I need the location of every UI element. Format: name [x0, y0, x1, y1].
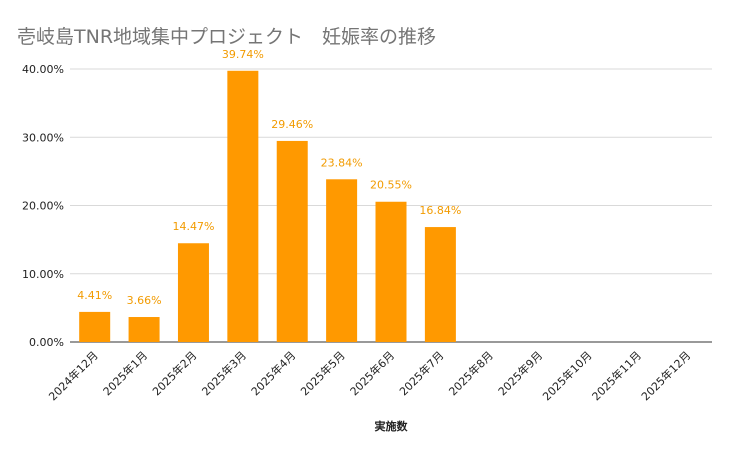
y-tick-label: 30.00%: [22, 131, 64, 144]
data-label: 23.84%: [321, 156, 363, 169]
y-tick-label: 40.00%: [22, 63, 64, 76]
bar: [326, 179, 358, 342]
x-tick-label: 2025年2月: [149, 348, 199, 398]
x-axis-title: 実施数: [375, 419, 409, 433]
x-tick-label: 2025年10月: [540, 348, 595, 403]
x-tick-label: 2025年12月: [638, 348, 693, 403]
x-tick-label: 2025年8月: [446, 348, 496, 398]
bar: [276, 140, 308, 342]
x-tick-label: 2025年1月: [100, 348, 150, 398]
bar: [79, 311, 111, 342]
data-label: 39.74%: [222, 48, 264, 61]
y-axis-ticks: 0.00% 10.00% 20.00% 30.00% 40.00%: [22, 63, 64, 349]
x-axis-ticks: 2024年12月 2025年1月 2025年2月 2025年3月 2025年4月 2025…: [46, 348, 694, 403]
bar: [128, 317, 160, 342]
bar: [375, 201, 407, 342]
data-labels: 4.41% 3.66% 14.47% 39.74% 29.46% 23.84% 20.55%…: [77, 48, 461, 307]
chart-title: 壱岐島TNR地域集中プロジェクト 妊娠率の推移: [17, 26, 437, 48]
bar: [424, 227, 456, 342]
x-tick-label: 2025年3月: [199, 348, 249, 398]
y-tick-label: 0.00%: [29, 336, 64, 349]
bar: [227, 70, 259, 342]
x-tick-label: 2025年6月: [347, 348, 397, 398]
y-tick-label: 10.00%: [22, 268, 64, 281]
data-label: 3.66%: [127, 294, 162, 307]
x-tick-label: 2025年5月: [298, 348, 348, 398]
y-tick-label: 20.00%: [22, 200, 64, 213]
data-label: 20.55%: [370, 179, 412, 192]
x-tick-label: 2025年11月: [589, 348, 644, 403]
data-label: 14.47%: [172, 220, 214, 233]
x-tick-label: 2025年9月: [495, 348, 545, 398]
x-tick-label: 2025年4月: [248, 348, 298, 398]
x-tick-label: 2025年7月: [396, 348, 446, 398]
bars: [79, 70, 456, 342]
data-label: 16.84%: [419, 204, 461, 217]
data-label: 4.41%: [77, 289, 112, 302]
data-label: 29.46%: [271, 118, 313, 131]
bar: [177, 243, 209, 342]
x-tick-label: 2024年12月: [46, 348, 101, 403]
